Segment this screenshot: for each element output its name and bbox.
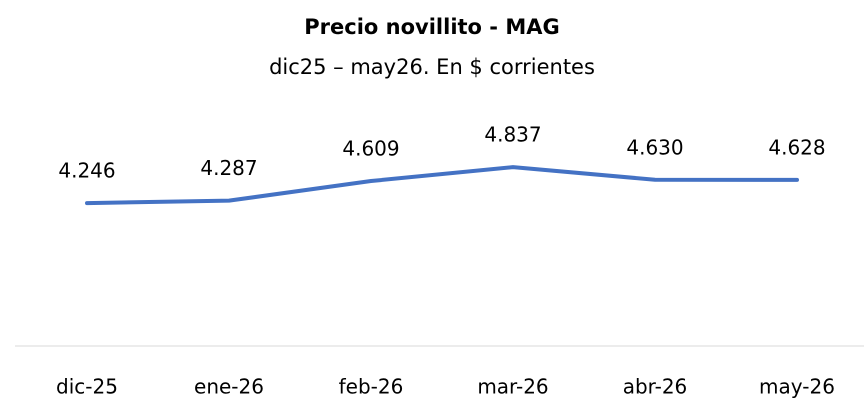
data-label: 4.837 (484, 123, 541, 147)
line-series (85, 165, 799, 206)
chart-title: Precio novillito - MAG (304, 15, 559, 39)
data-label: 4.630 (626, 135, 683, 159)
chart-subtitle: dic25 – may26. En $ corrientes (269, 55, 595, 79)
x-tick-label: dic-25 (56, 375, 118, 399)
x-tick-label: feb-26 (339, 375, 404, 399)
x-tick-label: abr-26 (623, 375, 688, 399)
data-label: 4.628 (768, 135, 825, 159)
x-tick-label: ene-26 (194, 375, 264, 399)
data-label: 4.246 (58, 159, 115, 183)
data-label: 4.609 (342, 137, 399, 161)
data-label: 4.287 (200, 156, 257, 180)
x-tick-label: mar-26 (477, 375, 548, 399)
x-tick-label: may-26 (759, 375, 835, 399)
